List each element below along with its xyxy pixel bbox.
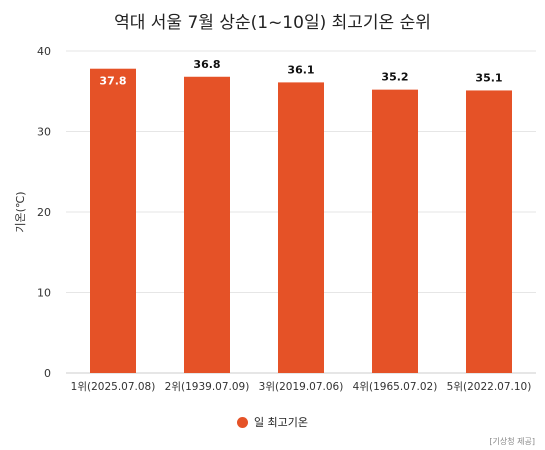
chart-title: 역대 서울 7월 상순(1~10일) 최고기온 순위: [114, 13, 431, 33]
x-tick-label: 5위(2022.07.10): [447, 380, 532, 393]
y-tick-label: 0: [44, 367, 51, 380]
legend: 일 최고기온: [0, 414, 545, 430]
legend-label: 일 최고기온: [253, 416, 309, 429]
bar: [184, 76, 230, 373]
legend-swatch: [236, 416, 248, 428]
x-tick-label: 4위(1965.07.02): [353, 380, 438, 393]
data-label: 36.1: [287, 63, 314, 76]
data-label: 35.2: [381, 71, 408, 84]
x-tick-label: 2위(1939.07.09): [165, 380, 250, 393]
y-tick-label: 20: [37, 206, 51, 219]
data-label: 37.8: [99, 75, 126, 88]
bar: [466, 90, 512, 373]
data-label: 35.1: [475, 71, 502, 84]
bar: [90, 68, 136, 374]
data-label: 36.8: [193, 58, 220, 71]
bar: [278, 82, 324, 374]
bar: [372, 89, 418, 373]
x-tick-label: 1위(2025.07.08): [71, 380, 156, 393]
y-tick-label: 30: [37, 126, 51, 139]
y-tick-label: 10: [37, 287, 51, 300]
y-tick-label: 40: [37, 45, 51, 58]
y-axis-label: 기온(℃): [14, 191, 27, 232]
source-note: [기상청 제공]: [489, 437, 535, 446]
x-tick-label: 3위(2019.07.06): [259, 380, 344, 393]
